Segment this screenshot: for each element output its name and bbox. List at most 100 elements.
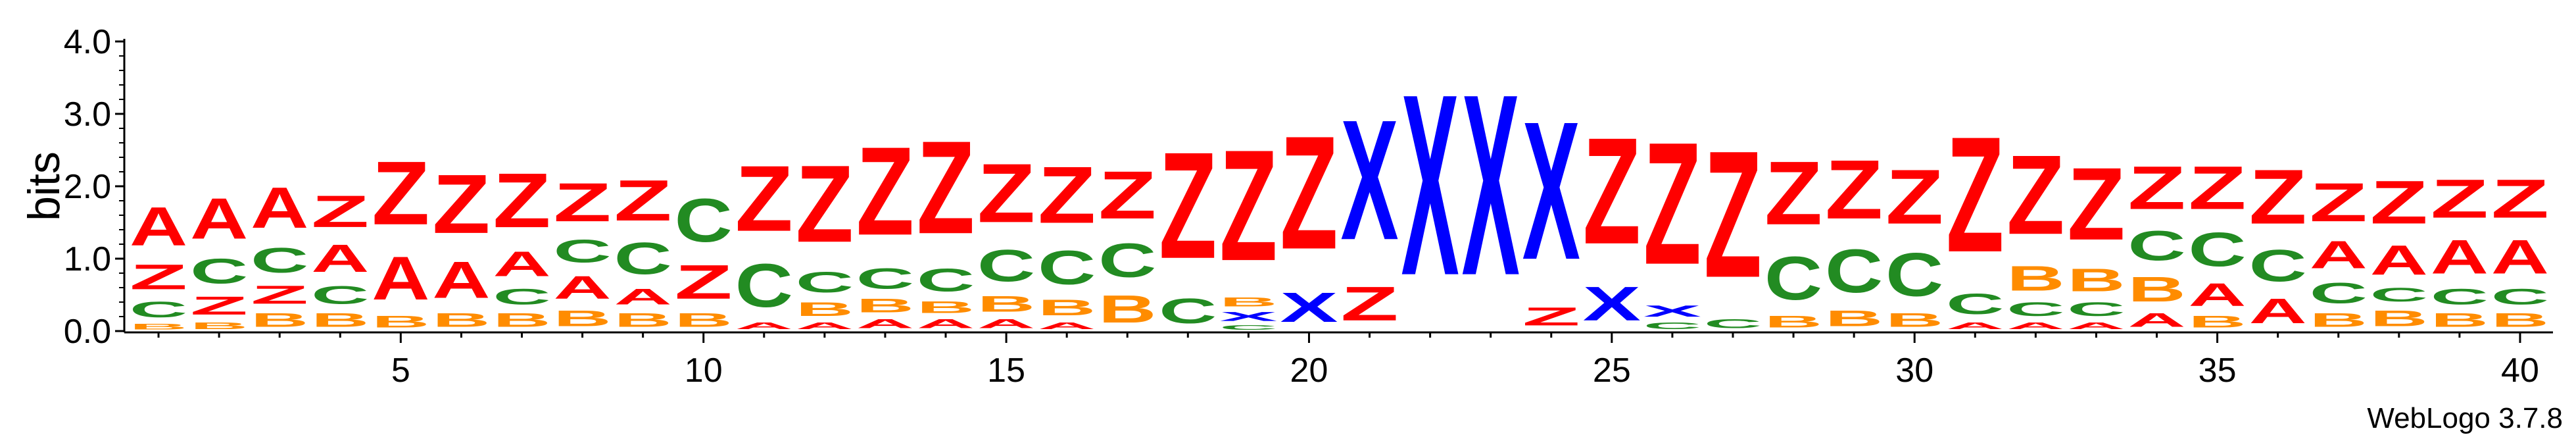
y-tick-label: 4.0 bbox=[64, 23, 111, 61]
logo-letter-z: Z bbox=[1038, 150, 1096, 240]
logo-letter-z: Z bbox=[2067, 145, 2125, 261]
logo-letter-c: C bbox=[1825, 238, 1883, 306]
logo-letter-c: C bbox=[493, 284, 550, 309]
logo-letter-b: B bbox=[251, 309, 308, 331]
logo-letter-b: B bbox=[675, 309, 733, 331]
logo-letter-a: A bbox=[1038, 321, 1096, 331]
logo-letter-z: Z bbox=[1643, 107, 1701, 301]
logo-letter-x: X bbox=[1280, 284, 1338, 330]
logo-letter-a: A bbox=[493, 244, 550, 284]
logo-letter-a: A bbox=[2006, 321, 2064, 331]
x-tick-label: 40 bbox=[2501, 351, 2539, 390]
logo-letter-c: C bbox=[2067, 298, 2125, 320]
logo-letter-z: Z bbox=[372, 142, 429, 244]
logo-letter-x: X bbox=[1401, 41, 1460, 330]
logo-letter-c: C bbox=[251, 240, 308, 280]
logo-letter-c: C bbox=[2127, 222, 2185, 269]
logo-letter-c: C bbox=[311, 280, 369, 309]
logo-letter-a: A bbox=[372, 245, 429, 313]
logo-letter-b: B bbox=[796, 298, 854, 320]
logo-letter-b: B bbox=[432, 309, 490, 331]
logo-letter-z: Z bbox=[1098, 157, 1156, 233]
logo-letter-x: X bbox=[1219, 309, 1277, 324]
logo-letter-z: Z bbox=[1280, 103, 1338, 283]
logo-letter-c: C bbox=[1704, 317, 1762, 331]
logo-letter-c: C bbox=[1038, 241, 1096, 295]
logo-letter-a: A bbox=[796, 321, 854, 331]
logo-letter-z: Z bbox=[1159, 120, 1217, 290]
logo-letter-z: Z bbox=[1704, 113, 1762, 315]
logo-letter-z: Z bbox=[1583, 106, 1641, 276]
logo-letter-c: C bbox=[856, 263, 914, 295]
logo-letter-b: B bbox=[2067, 262, 2125, 298]
logo-letter-a: A bbox=[554, 269, 612, 305]
x-tick-label: 20 bbox=[1290, 351, 1328, 390]
logo-letter-b: B bbox=[2189, 313, 2247, 331]
logo-letter-x: X bbox=[1522, 81, 1580, 301]
logo-letter-a: A bbox=[2370, 237, 2428, 284]
axes: 0.0 1.0 2.0 3.0 4.0 5 10 15 20 25 30 35 40 bbox=[64, 23, 2553, 390]
logo-letter-c: C bbox=[1946, 288, 2004, 320]
logo-letter-b: B bbox=[493, 309, 550, 331]
logo-letter-a: A bbox=[130, 195, 187, 257]
logo-letter-z: Z bbox=[2310, 171, 2368, 233]
logo-letter-z: Z bbox=[2006, 131, 2064, 258]
logo-letter-b: B bbox=[2310, 309, 2368, 331]
logo-letter-a: A bbox=[1946, 321, 2004, 331]
logo-letter-a: A bbox=[856, 317, 914, 331]
logo-letter-b: B bbox=[2431, 309, 2489, 331]
logo-letter-a: A bbox=[2431, 230, 2489, 284]
logo-letter-c: C bbox=[735, 252, 793, 321]
logo-letter-b: B bbox=[1885, 309, 1943, 331]
logo-letter-b: B bbox=[2127, 269, 2185, 309]
logo-letter-b: B bbox=[554, 305, 612, 330]
logo-letter-z: Z bbox=[1825, 143, 1883, 237]
logo-letter-b: B bbox=[856, 295, 914, 317]
logo-letter-z: Z bbox=[432, 157, 490, 251]
logo-letter-z: Z bbox=[554, 171, 612, 233]
logo-letter-z: Z bbox=[2431, 168, 2489, 230]
logo-letter-z: Z bbox=[856, 120, 914, 261]
logo-letter-c: C bbox=[796, 266, 854, 298]
logo-letter-c: C bbox=[130, 297, 187, 322]
logo-letter-c: C bbox=[1885, 241, 1943, 309]
x-tick-label: 30 bbox=[1895, 351, 1933, 390]
logo-letter-a: A bbox=[977, 317, 1035, 331]
logo-letter-b: B bbox=[1764, 313, 1822, 331]
logo-letter-z: Z bbox=[2127, 153, 2185, 222]
logo-letter-b: B bbox=[1219, 295, 1277, 309]
logo-letter-b: B bbox=[130, 323, 187, 331]
logo-letter-c: C bbox=[2370, 284, 2428, 305]
logo-letter-z: Z bbox=[2370, 168, 2428, 237]
logo-letter-x: X bbox=[1462, 41, 1520, 330]
logo-letter-z: Z bbox=[735, 146, 793, 251]
logo-letter-c: C bbox=[2431, 284, 2489, 309]
logo-letter-b: B bbox=[2006, 259, 2064, 298]
logo-letter-z: Z bbox=[251, 280, 308, 309]
logo-letter-a: A bbox=[614, 284, 672, 309]
logo-letter-b: B bbox=[977, 291, 1035, 316]
logo-letter-b: B bbox=[614, 309, 672, 331]
x-tick-label: 15 bbox=[987, 351, 1025, 390]
logo-letter-b: B bbox=[311, 309, 369, 331]
logo-letter-z: Z bbox=[977, 146, 1035, 240]
weblogo-credit: WebLogo 3.7.8 bbox=[2367, 402, 2563, 434]
x-tick-label: 35 bbox=[2199, 351, 2237, 390]
logo-letter-a: A bbox=[2127, 309, 2185, 331]
y-tick-label: 3.0 bbox=[64, 95, 111, 134]
y-axis-label: bits bbox=[19, 151, 69, 221]
logo-letter-c: C bbox=[1098, 234, 1156, 288]
logo-letter-a: A bbox=[2189, 276, 2247, 313]
logo-letter-z: Z bbox=[130, 257, 187, 297]
logo-letter-c: C bbox=[2249, 240, 2307, 291]
logo-letter-z: Z bbox=[614, 168, 672, 233]
logo-letter-a: A bbox=[2310, 234, 2368, 277]
x-tick-label: 10 bbox=[685, 351, 723, 390]
logo-letter-z: Z bbox=[1522, 302, 1580, 331]
logo-letter-b: B bbox=[1038, 295, 1096, 320]
logo-letter-z: Z bbox=[311, 186, 369, 237]
logo-letter-z: Z bbox=[493, 157, 550, 244]
logo-letter-c: C bbox=[190, 251, 248, 291]
x-tick-label: 25 bbox=[1593, 351, 1631, 390]
